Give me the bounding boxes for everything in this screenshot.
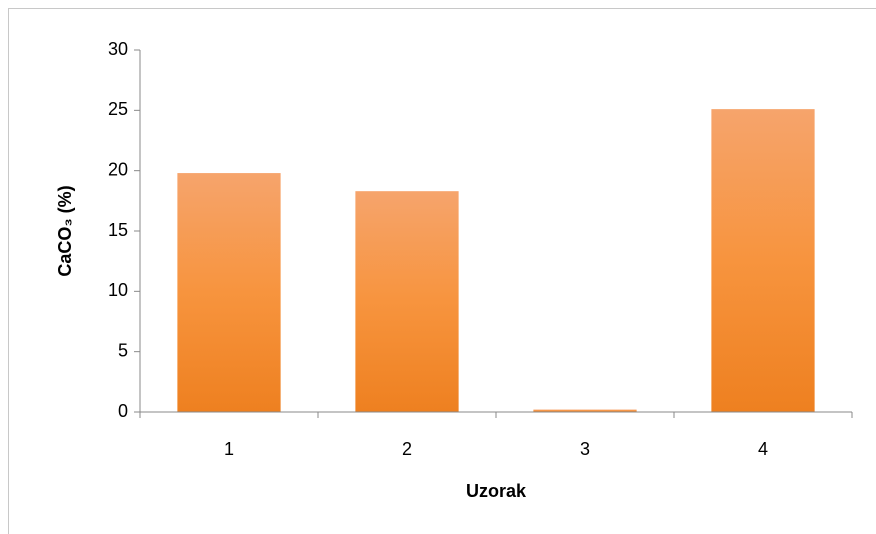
bar xyxy=(355,191,459,412)
y-tick-label: 20 xyxy=(108,159,128,179)
x-tick-label: 3 xyxy=(580,439,590,459)
y-axis-title: CaCO₃ (%) xyxy=(55,185,75,276)
y-tick-label: 0 xyxy=(118,401,128,421)
bar xyxy=(533,409,637,412)
x-tick-label: 4 xyxy=(758,439,768,459)
y-tick-label: 30 xyxy=(108,39,128,59)
bar xyxy=(177,173,281,412)
y-tick-label: 15 xyxy=(108,220,128,240)
chart-frame xyxy=(8,8,876,534)
bar xyxy=(711,109,815,413)
y-tick-label: 25 xyxy=(108,99,128,119)
x-tick-label: 2 xyxy=(402,439,412,459)
x-axis-title: Uzorak xyxy=(466,481,527,501)
y-tick-label: 5 xyxy=(118,340,128,360)
y-tick-label: 10 xyxy=(108,280,128,300)
x-tick-label: 1 xyxy=(224,439,234,459)
